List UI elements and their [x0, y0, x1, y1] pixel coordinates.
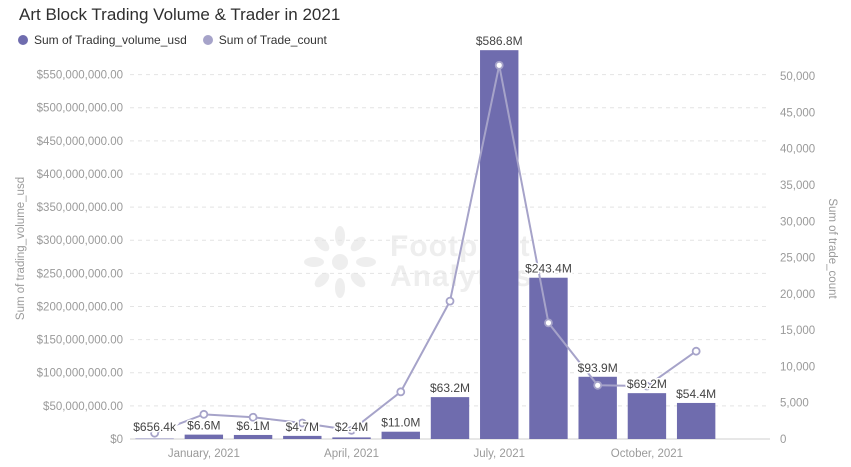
bar-value-label: $243.4M	[525, 262, 572, 276]
bar-value-label: $69.2M	[627, 377, 667, 391]
trade-count-point	[347, 425, 356, 435]
trade-count-point	[297, 418, 307, 428]
trade-count-point	[150, 428, 160, 438]
trade-count-point	[396, 387, 406, 397]
legend-dot-trade-count	[202, 35, 213, 45]
y-axis-tick-label: $350,000,000.00	[37, 202, 123, 214]
legend-label-trade-count: Sum of Trade_count	[218, 33, 327, 47]
y-axis-tick-label: $0	[110, 434, 123, 446]
y-axis-tick-label: $400,000,000.00	[37, 169, 123, 181]
bar-value-label: $93.9M	[578, 361, 618, 375]
trade-count-point	[642, 381, 652, 391]
y2-axis-tick-label: 40,000	[780, 144, 815, 156]
bar	[135, 438, 174, 440]
bar	[529, 277, 568, 439]
chart-title: Art Block Trading Volume & Trader in 202…	[19, 5, 341, 24]
bar-value-label: $11.0M	[381, 416, 420, 430]
y-axis-tick-label: $150,000,000.00	[37, 335, 123, 347]
bar-value-label: $54.4M	[676, 387, 716, 401]
chart-legend: Sum of Trading_volume_usd Sum of Trade_c…	[18, 33, 327, 47]
bar	[480, 50, 519, 440]
y-axis-tick-label: $300,000,000.00	[37, 235, 123, 247]
y-axis-tick-label: $250,000,000.00	[37, 268, 123, 280]
bar-value-label: $2.4M	[335, 420, 368, 434]
y-axis-tick-label: $450,000,000.00	[37, 136, 123, 148]
bar	[233, 434, 273, 439]
legend-item-trading-volume[interactable]: Sum of Trading_volume_usd	[18, 33, 187, 47]
y2-axis-tick-label: 25,000	[780, 253, 815, 265]
trade-count-point	[445, 296, 455, 306]
y2-axis-tick-label: 0	[780, 434, 786, 446]
x-axis-tick-label: July, 2021	[473, 448, 525, 460]
x-axis-tick-label: January, 2021	[168, 448, 240, 460]
x-axis-tick-label: April, 2021	[324, 448, 379, 460]
bar	[430, 397, 470, 439]
y2-axis-tick-label: 10,000	[780, 361, 815, 373]
x-axis-tick-label: October, 2021	[611, 448, 683, 460]
y-axis-tick-label: $500,000,000.00	[37, 103, 123, 115]
bar	[627, 393, 667, 439]
bar-value-label: $6.6M	[187, 419, 220, 433]
bar-value-label: $586.8M	[476, 34, 523, 48]
bar	[676, 402, 716, 439]
y-axis-tick-label: $100,000,000.00	[37, 368, 123, 380]
trade-count-point	[544, 318, 553, 328]
legend-label-trading-volume: Sum of Trading_volume_usd	[34, 33, 187, 47]
trade-count-point	[248, 412, 258, 422]
trade-count-point	[494, 60, 504, 70]
bar	[381, 431, 420, 439]
y2-axis-tick-label: 20,000	[780, 289, 815, 301]
bar	[283, 435, 322, 439]
trade-count-point	[199, 409, 209, 419]
y2-axis-title: Sum of trade_count	[826, 198, 838, 299]
trade-count-point	[593, 380, 603, 390]
bar-value-label: $656.4k	[133, 420, 177, 434]
trade-count-point	[691, 346, 701, 356]
y-axis-tick-label: $50,000,000.00	[43, 401, 123, 413]
y-axis-tick-label: $200,000,000.00	[37, 301, 123, 313]
y2-axis-tick-label: 50,000	[780, 71, 815, 83]
bar-value-label: $4.7M	[286, 420, 319, 434]
y2-axis-tick-label: 30,000	[780, 216, 815, 228]
legend-dot-trading-volume	[18, 35, 28, 45]
bar	[184, 434, 224, 439]
legend-item-trade-count[interactable]: Sum of Trade_count	[202, 33, 327, 47]
bar	[332, 437, 371, 439]
bar-value-label: $63.2M	[430, 381, 470, 395]
y2-axis-tick-label: 35,000	[780, 180, 815, 192]
y-axis-tick-label: $550,000,000.00	[37, 70, 123, 82]
y2-axis-tick-label: 45,000	[780, 107, 815, 119]
trade-count-line	[154, 65, 697, 435]
y-axis-title: Sum of trading_volume_usd	[15, 177, 27, 320]
y2-axis-tick-label: 15,000	[780, 325, 815, 337]
bar-value-label: $6.1M	[236, 419, 269, 433]
y2-axis-tick-label: 5,000	[780, 398, 809, 410]
